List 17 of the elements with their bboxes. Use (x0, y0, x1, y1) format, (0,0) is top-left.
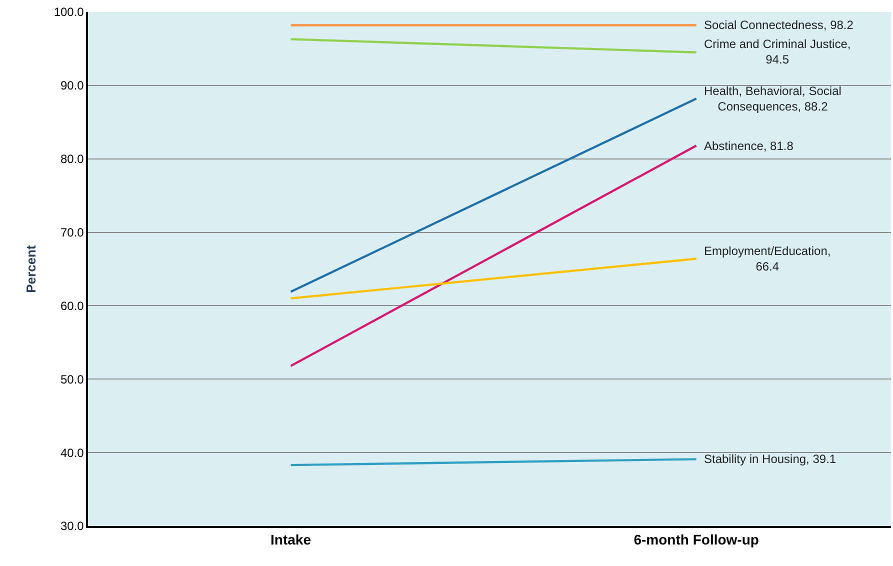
y-tick-label: 90.0 (60, 78, 84, 93)
y-tick-label: 40.0 (60, 446, 84, 460)
y-tick-label: 100.0 (54, 5, 84, 20)
annotation: Health, Behavioral, Social Consequences, 88.2 (704, 84, 842, 114)
y-tick-label: 60.0 (60, 298, 84, 313)
y-tick-label: 50.0 (60, 372, 84, 386)
annotation: Stability in Housing, 39.1 (704, 452, 836, 466)
annotation: Social Connectedness, 98.2 (704, 18, 854, 32)
annotation: Employment/Education, 66.4 (704, 244, 831, 274)
y-axis-title: Percent (23, 244, 38, 293)
annotation: Abstinence, 81.8 (704, 139, 794, 153)
y-tick-label: 80.0 (60, 152, 84, 166)
x-tick-label: Intake (270, 532, 312, 548)
y-tick-label: 70.0 (60, 225, 84, 240)
y-tick-label: 30.0 (60, 519, 84, 534)
x-tick-label: 6-month Follow-up (634, 532, 759, 548)
annotation: Crime and Criminal Justice, 94.5 (704, 37, 851, 67)
